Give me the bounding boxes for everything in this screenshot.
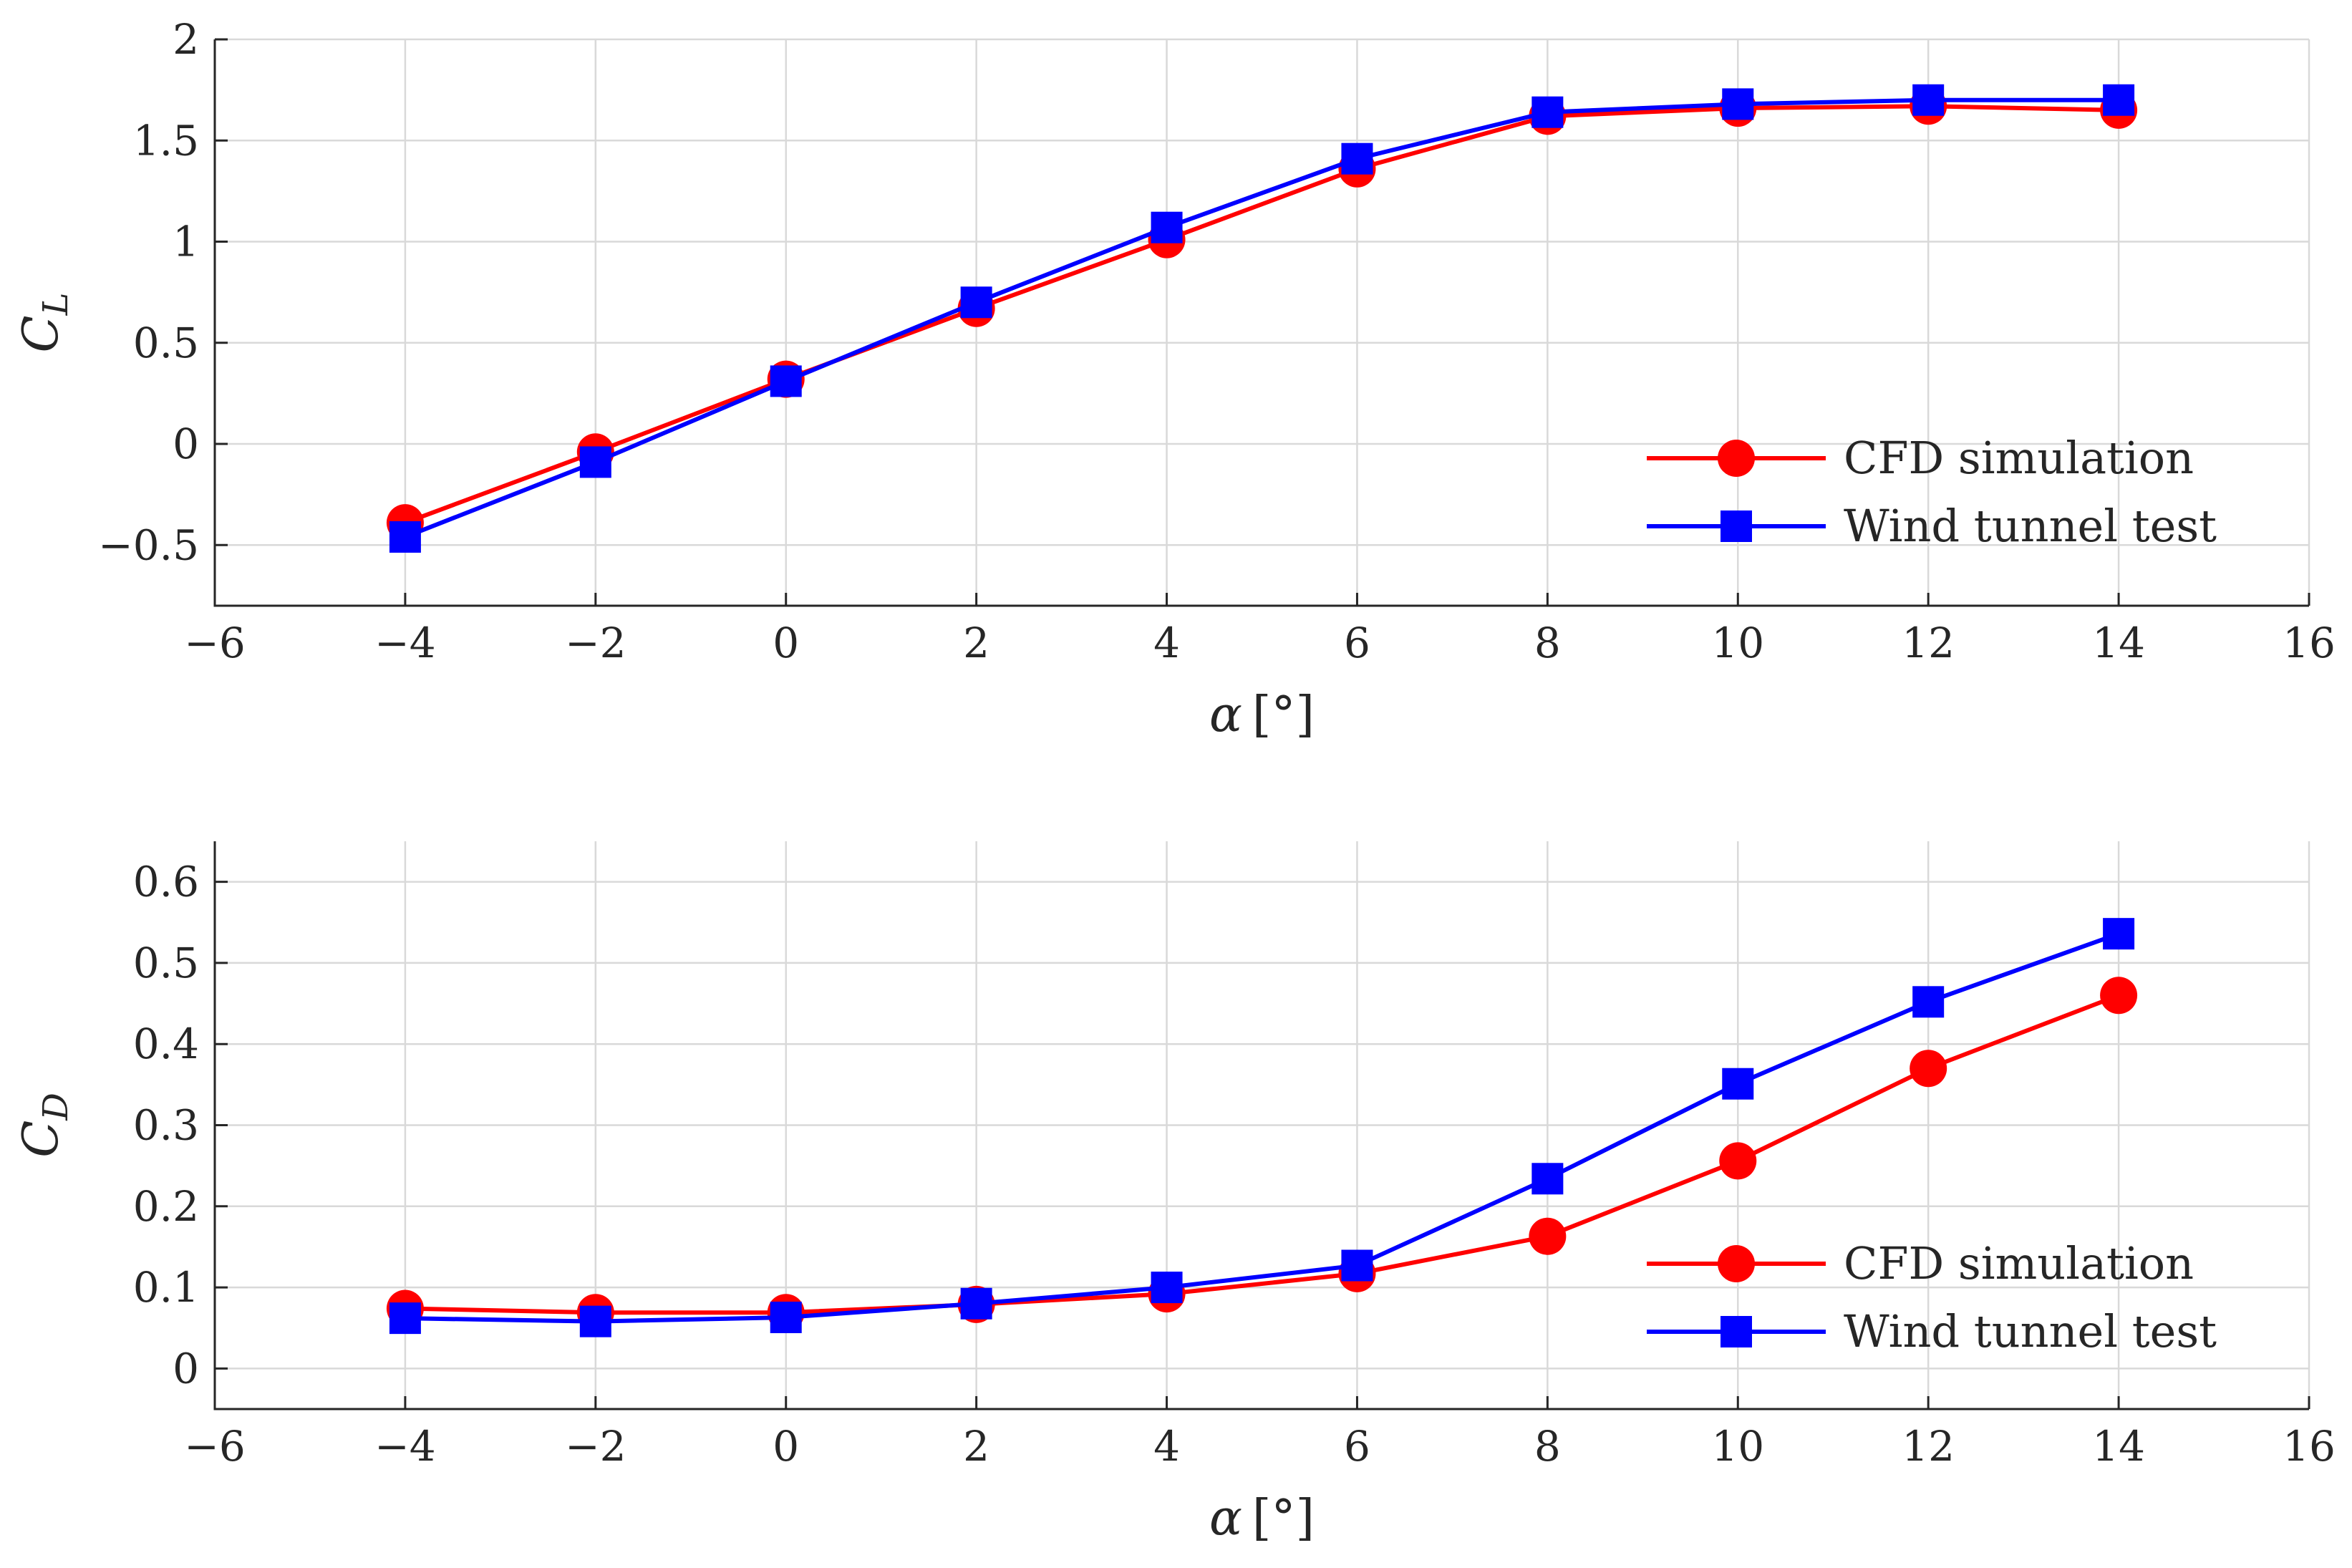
x-tick-label: 4: [1153, 1422, 1180, 1471]
y-tick-label: 0.5: [133, 939, 199, 987]
x-tick-label: 16: [2283, 619, 2336, 667]
y-tick-label: 0.4: [133, 1020, 199, 1068]
y-tick-label: 0.6: [133, 858, 199, 906]
legend-square-marker: [1721, 1316, 1752, 1347]
legend: CFD simulation Wind tunnel test: [1647, 1237, 2217, 1358]
x-tick-label: 6: [1344, 1422, 1370, 1471]
cfd-data-point: [1719, 1142, 1757, 1180]
x-tick-label: 4: [1153, 619, 1180, 667]
wind-tunnel-data-point: [1341, 142, 1373, 175]
legend-label: CFD simulation: [1844, 432, 2194, 484]
x-tick-label: −4: [374, 1422, 436, 1471]
legend-label: CFD simulation: [1844, 1237, 2194, 1289]
y-tick-label: −0.5: [98, 521, 199, 569]
series-line-cfd: [404, 104, 2119, 525]
x-axis-title: α [°]: [1209, 1490, 1315, 1547]
y-tick-label: 1: [173, 218, 199, 266]
x-axis-unit: [°]: [1252, 687, 1315, 743]
legend-circle-marker: [1718, 1245, 1755, 1282]
wind-tunnel-data-point: [1531, 1163, 1564, 1195]
y-tick-label: 2: [173, 15, 199, 64]
x-axis-symbol: α: [1209, 687, 1242, 743]
y-tick-label: 0.2: [133, 1182, 199, 1231]
legend: CFD simulation Wind tunnel test: [1647, 432, 2217, 552]
series-line-wind-tunnel: [405, 931, 2120, 1324]
wind-tunnel-data-point: [960, 286, 992, 319]
y-axis-subscript: L: [36, 293, 76, 316]
wind-tunnel-data-point: [1531, 96, 1564, 128]
x-tick-label: −2: [565, 619, 626, 667]
wind-tunnel-data-point: [1151, 211, 1183, 243]
wind-tunnel-data-point: [1151, 1272, 1183, 1304]
y-tick-label: 0: [173, 1344, 199, 1393]
wind-tunnel-data-point: [770, 1301, 802, 1333]
wind-tunnel-data-point: [579, 446, 611, 478]
x-tick-label: −2: [565, 1422, 626, 1471]
wind-tunnel-data-point: [1912, 986, 1945, 1018]
y-tick-label: 0: [173, 420, 199, 468]
x-tick-label: −4: [374, 619, 436, 667]
wind-tunnel-data-point: [1722, 88, 1754, 120]
y-axis-symbol: C: [13, 315, 69, 352]
x-tick-label: 8: [1534, 619, 1561, 667]
wind-tunnel-data-point: [389, 521, 421, 553]
y-axis-title: CD: [13, 1093, 76, 1158]
wind-tunnel-data-point: [770, 365, 802, 397]
wind-tunnel-data-point: [1341, 1249, 1373, 1282]
y-tick-label: 0.3: [133, 1101, 199, 1150]
x-tick-label: 2: [963, 619, 989, 667]
cfd-data-point: [1529, 1217, 1567, 1255]
y-tick-label: 1.5: [133, 116, 199, 165]
x-tick-label: 14: [2092, 619, 2145, 667]
wind-tunnel-data-point: [1912, 84, 1945, 116]
x-tick-label: 8: [1534, 1422, 1561, 1471]
x-tick-label: 0: [773, 619, 799, 667]
series-line-wind-tunnel: [404, 97, 2119, 539]
wind-tunnel-data-point: [389, 1302, 421, 1335]
x-tick-label: 14: [2092, 1422, 2145, 1471]
y-tick-label: 0.5: [133, 319, 199, 367]
wind-tunnel-data-point: [1722, 1068, 1754, 1100]
x-axis-symbol: α: [1209, 1490, 1242, 1547]
x-tick-label: −6: [184, 619, 246, 667]
x-tick-label: 10: [1711, 619, 1764, 667]
legend-circle-marker: [1718, 440, 1755, 477]
legend-square-marker: [1721, 510, 1752, 542]
y-axis-symbol: C: [13, 1121, 69, 1158]
x-tick-label: 10: [1711, 1422, 1764, 1471]
x-tick-label: 2: [963, 1422, 989, 1471]
x-tick-label: 0: [773, 1422, 799, 1471]
wind-tunnel-data-point: [2103, 918, 2135, 950]
x-axis-unit: [°]: [1252, 1490, 1315, 1547]
wind-tunnel-data-point: [579, 1305, 611, 1337]
x-tick-label: 6: [1344, 619, 1370, 667]
wind-tunnel-data-point: [2103, 84, 2135, 116]
series-line-cfd: [405, 993, 2120, 1315]
drag-coefficient-chart: −6 −4 −2 0 2 4 6 8 10 12 14 16 0 0.1 0.2 0.3 0.4 0.5 0.6 α[…: [13, 841, 2336, 1547]
x-axis-title: α [°]: [1209, 687, 1315, 743]
y-axis-title: CL: [13, 293, 76, 353]
cfd-data-point: [2100, 977, 2138, 1015]
x-tick-label: 16: [2283, 1422, 2336, 1471]
x-tick-label: −6: [184, 1422, 246, 1471]
x-tick-label: 12: [1902, 619, 1955, 667]
legend-label: Wind tunnel test: [1844, 500, 2217, 552]
wind-tunnel-data-point: [960, 1287, 992, 1320]
x-tick-label: 12: [1902, 1422, 1955, 1471]
y-axis-subscript: D: [36, 1093, 76, 1121]
lift-coefficient-chart: −6 −4 −2 0 2 4 6 8 10 12 14 16 −0.5 0 0.5 1 1.5 2 α [°] CL CF…: [13, 15, 2336, 743]
y-tick-label: 0.1: [133, 1263, 199, 1312]
cfd-data-point: [1910, 1050, 1947, 1088]
legend-label: Wind tunnel test: [1844, 1305, 2217, 1358]
